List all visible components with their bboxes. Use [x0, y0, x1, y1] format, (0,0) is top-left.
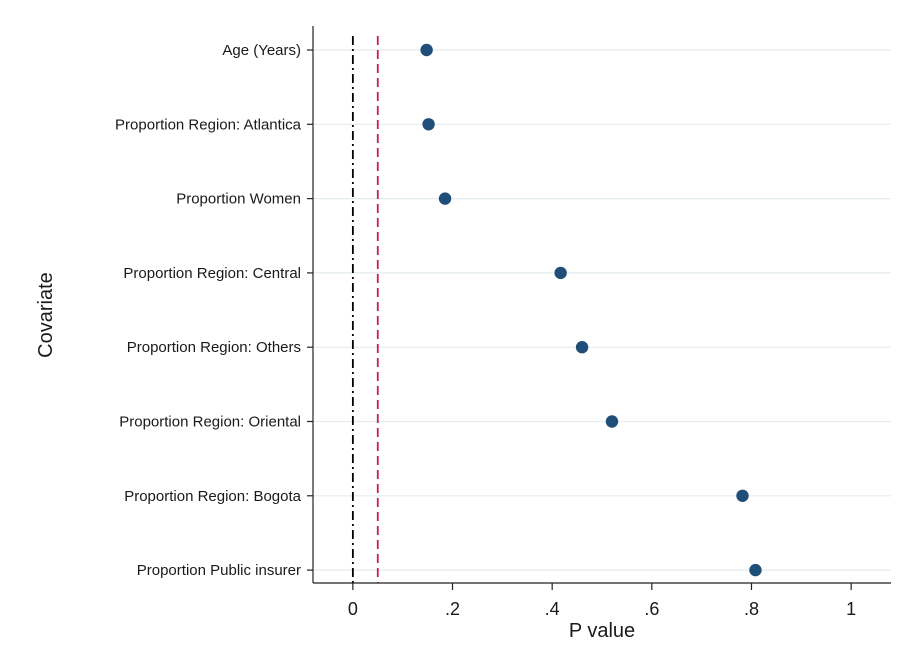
data-point — [420, 43, 433, 57]
reference-lines — [351, 36, 379, 583]
x-tick-label: .4 — [545, 599, 560, 619]
data-points — [420, 43, 762, 577]
y-tick-label: Proportion Women — [176, 191, 301, 208]
x-tick-label: .2 — [445, 599, 460, 619]
data-point — [575, 341, 589, 354]
y-tick-label: Proportion Public insurer — [137, 562, 301, 579]
x-tick-label: .6 — [644, 599, 659, 619]
x-axis-title: P value — [569, 620, 635, 642]
x-tick-label: 0 — [348, 599, 358, 619]
y-tick-label: Proportion Region: Others — [127, 339, 301, 356]
data-point — [554, 266, 567, 280]
data-point — [736, 489, 749, 502]
y-tick-label: Proportion Region: Oriental — [119, 414, 301, 431]
data-point — [749, 563, 762, 577]
y-tick-label: Age (Years) — [222, 42, 301, 59]
y-axis-ticks: Age (Years) Proportion Region: Atlantica P… — [115, 42, 313, 579]
y-tick-label: Proportion Region: Bogota — [124, 488, 301, 505]
plot-area — [313, 26, 891, 583]
y-tick-label: Proportion Region: Central — [123, 265, 301, 282]
x-tick-label: .8 — [744, 599, 759, 619]
y-axis-title: Covariate — [35, 272, 57, 358]
data-point — [422, 118, 435, 131]
data-point — [605, 415, 619, 428]
y-tick-label: Proportion Region: Atlantica — [115, 116, 302, 133]
data-point — [438, 192, 452, 205]
grid-lines — [313, 49, 891, 571]
x-tick-label: 1 — [846, 599, 856, 619]
x-axis-ticks: 0 .2 .4 .6 .8 1 — [348, 583, 856, 619]
